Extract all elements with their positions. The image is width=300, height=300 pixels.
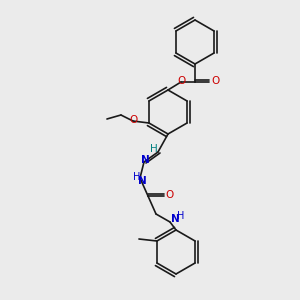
Text: N: N [141,155,149,165]
Text: H: H [133,172,141,182]
Text: O: O [178,76,186,86]
Text: O: O [165,190,173,200]
Text: H: H [177,211,185,221]
Text: O: O [130,115,138,125]
Text: H: H [150,144,158,154]
Text: N: N [171,214,179,224]
Text: N: N [138,176,146,186]
Text: O: O [211,76,219,86]
